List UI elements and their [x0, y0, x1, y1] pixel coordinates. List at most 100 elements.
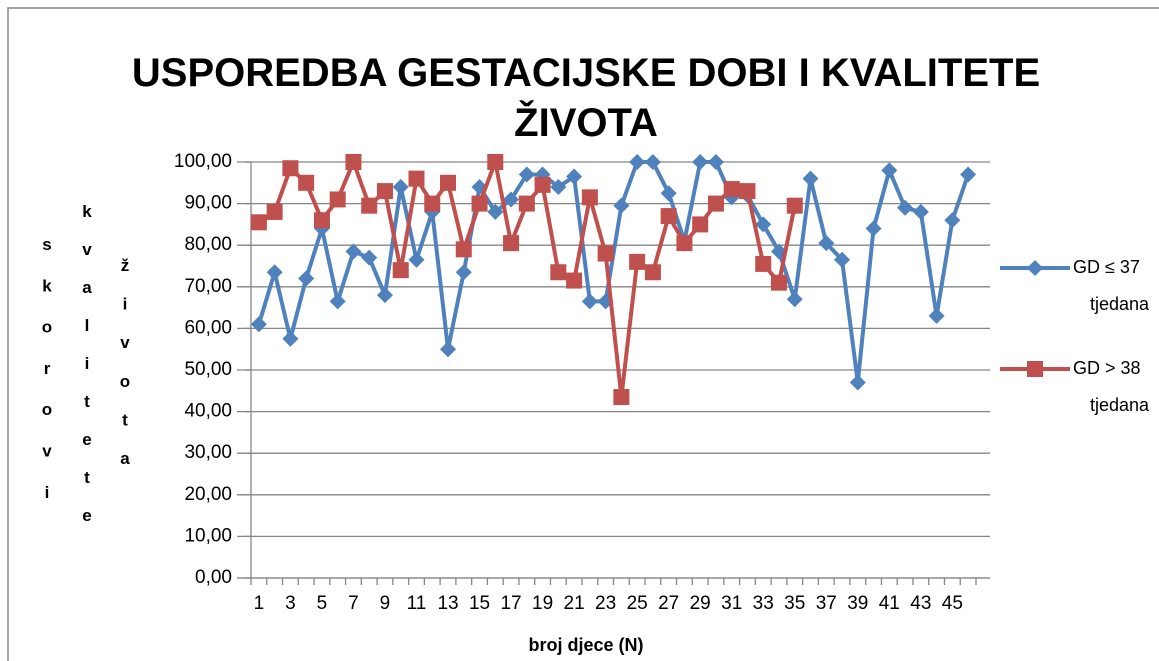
point: [408, 251, 425, 268]
point: [644, 154, 661, 170]
x-tick-label: 13: [437, 593, 458, 614]
point: [266, 264, 283, 281]
legend-marker: [1027, 361, 1043, 377]
x-tick-label: 39: [847, 593, 868, 614]
point: [250, 316, 267, 333]
point: [329, 293, 346, 310]
y-tick-label: 0,00: [195, 567, 232, 588]
point: [849, 374, 866, 391]
point: [550, 264, 567, 281]
x-tick-label: 31: [721, 593, 742, 614]
point: [629, 253, 646, 270]
point: [329, 191, 346, 208]
x-tick-label: 43: [910, 593, 931, 614]
point: [755, 255, 772, 272]
point: [692, 154, 709, 170]
point: [865, 220, 882, 237]
x-tick-label: 29: [690, 593, 711, 614]
point: [770, 274, 787, 291]
x-tick-label: 33: [753, 593, 774, 614]
point: [503, 235, 520, 252]
point: [597, 245, 614, 262]
y-tick-label: 60,00: [184, 317, 232, 338]
point: [613, 389, 630, 406]
x-tick-label: 37: [816, 593, 837, 614]
point: [518, 195, 535, 212]
point: [786, 291, 803, 308]
x-tick-label: 17: [500, 593, 521, 614]
point: [944, 212, 961, 229]
point: [960, 166, 977, 183]
point: [392, 178, 409, 195]
y-tick-label: 80,00: [184, 234, 232, 255]
point: [487, 203, 504, 220]
point: [282, 160, 299, 177]
y-tick-label: 100,00: [174, 151, 232, 172]
y-tick-label: 40,00: [184, 401, 232, 422]
point: [912, 203, 929, 220]
point: [581, 189, 598, 206]
point: [739, 183, 756, 200]
y-tick-label: 70,00: [184, 276, 232, 297]
x-tick-label: 27: [658, 593, 679, 614]
x-tick-label: 5: [317, 593, 328, 614]
y-tick-label: 50,00: [184, 359, 232, 380]
point: [692, 216, 709, 233]
point: [440, 341, 457, 358]
y-tick-label: 90,00: [184, 193, 232, 214]
x-tick-label: 15: [469, 593, 490, 614]
point: [834, 251, 851, 268]
point: [660, 208, 677, 225]
point: [566, 168, 583, 185]
x-tick-label: 9: [380, 593, 391, 614]
point: [471, 195, 488, 212]
point: [723, 181, 740, 198]
legend-marker: [1027, 260, 1043, 276]
y-tick-label: 30,00: [184, 442, 232, 463]
x-axis-title: broj djece (N): [528, 635, 643, 655]
x-tick-label: 23: [595, 593, 616, 614]
legend-label: GD ≤ 37 tjedana: [1073, 257, 1150, 314]
point: [581, 293, 598, 310]
point: [408, 170, 425, 187]
point: [660, 185, 677, 202]
point: [345, 154, 362, 170]
point: [897, 199, 914, 216]
point: [786, 197, 803, 214]
point: [629, 154, 646, 170]
point: [376, 287, 393, 304]
point: [518, 166, 535, 183]
point: [676, 235, 693, 252]
point: [755, 216, 772, 233]
y-tick-label: 10,00: [184, 525, 232, 546]
point: [424, 195, 441, 212]
x-tick-label: 7: [348, 593, 359, 614]
point: [392, 262, 409, 279]
point: [282, 330, 299, 347]
point: [818, 235, 835, 252]
point: [455, 241, 472, 258]
x-tick-label: 19: [532, 593, 553, 614]
point: [928, 307, 945, 324]
point: [361, 197, 378, 214]
point: [644, 264, 661, 281]
x-tick-label: 1: [254, 593, 265, 614]
x-tick-label: 35: [784, 593, 805, 614]
point: [376, 183, 393, 200]
point: [881, 162, 898, 179]
x-tick-label: 41: [879, 593, 900, 614]
point: [440, 174, 457, 191]
point: [707, 195, 724, 212]
point: [361, 249, 378, 266]
y-tick-label: 20,00: [184, 484, 232, 505]
point: [345, 243, 362, 260]
x-tick-label: 25: [627, 593, 648, 614]
point: [503, 191, 520, 208]
point: [250, 214, 267, 231]
point: [455, 264, 472, 281]
point: [707, 154, 724, 170]
legend-label: GD > 38 tjedana: [1073, 358, 1150, 415]
point: [550, 178, 567, 195]
